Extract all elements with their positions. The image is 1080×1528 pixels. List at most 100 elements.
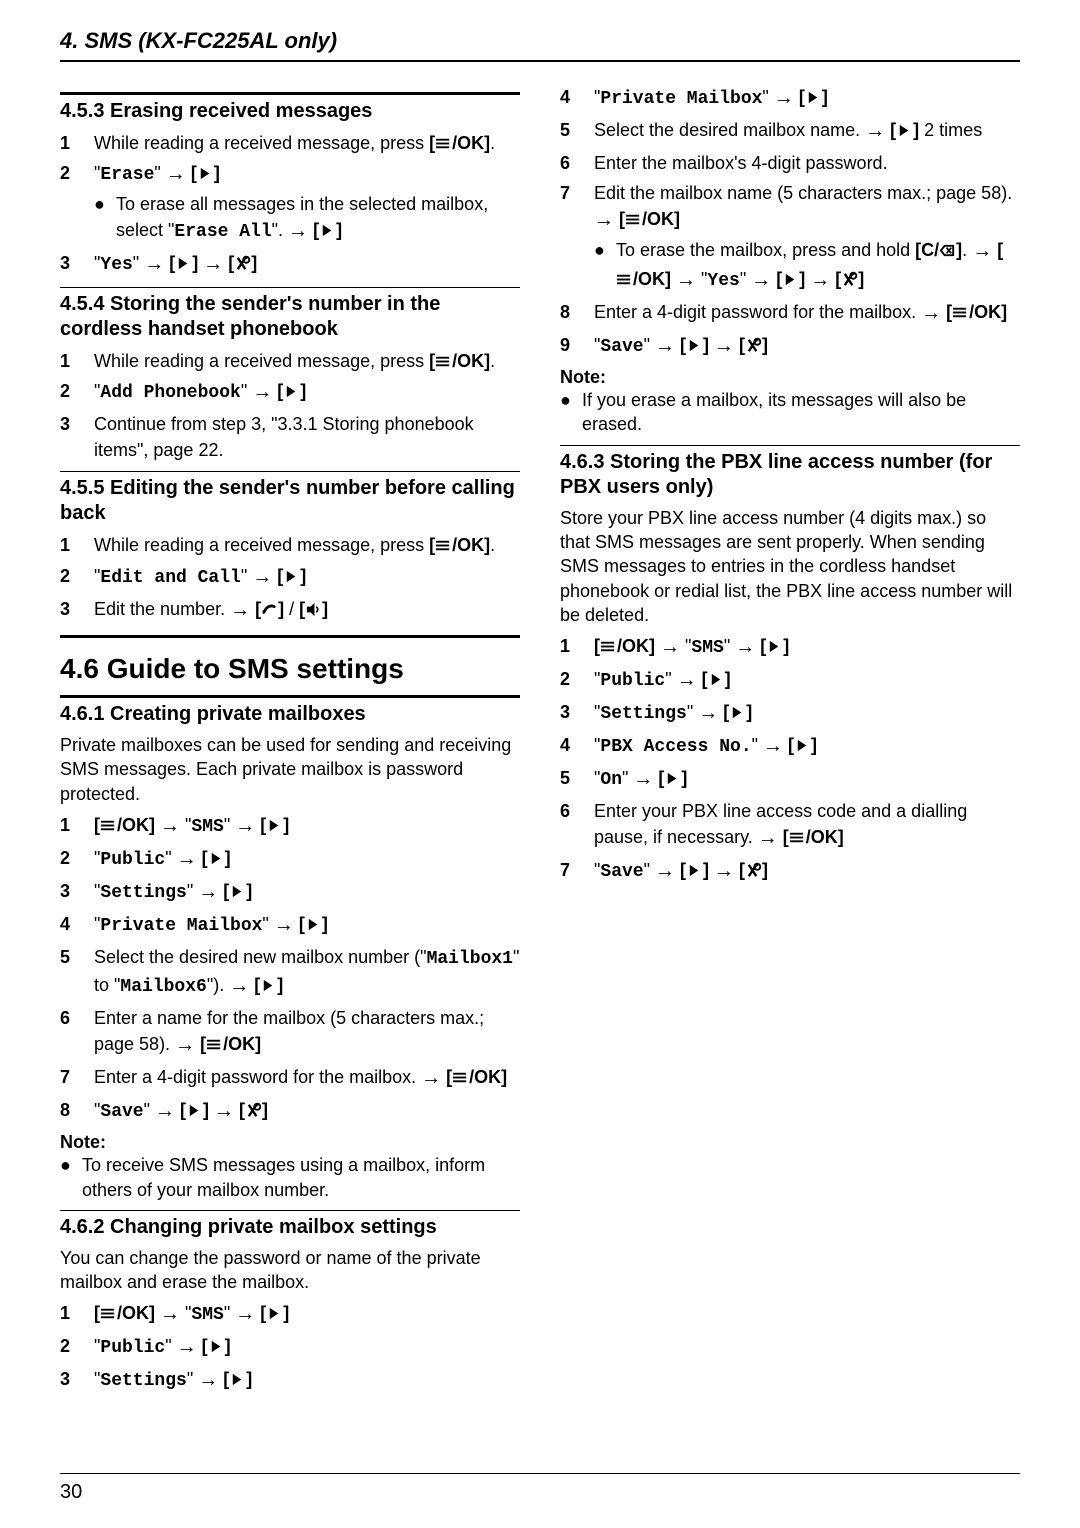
arrow-icon: →	[594, 209, 614, 231]
step: 1While reading a received message, press…	[60, 348, 520, 374]
note-label-462: Note:	[560, 367, 1020, 388]
right-icon	[782, 271, 799, 288]
off-icon	[841, 271, 858, 288]
right-button: []	[202, 848, 231, 868]
off-icon	[745, 337, 762, 354]
step: 7"Save" → [] → []	[560, 857, 1020, 886]
chapter-header: 4. SMS (KX-FC225AL only)	[60, 28, 1020, 54]
right-button: []	[169, 253, 198, 273]
arrow-icon: →	[252, 381, 272, 403]
right-button: []	[788, 735, 817, 755]
right-icon	[283, 568, 300, 585]
arrow-icon: →	[166, 163, 186, 185]
arrow-icon: →	[810, 269, 830, 291]
page-number: 30	[60, 1481, 82, 1504]
right-icon	[664, 770, 681, 787]
steps-462-cont: 4"Private Mailbox" → []5Select the desir…	[560, 84, 1020, 361]
arrow-icon: →	[252, 566, 272, 588]
speaker-icon	[305, 601, 322, 618]
off-icon	[234, 255, 251, 272]
right-icon	[686, 337, 703, 354]
arrow-icon: →	[763, 735, 783, 757]
step: 3Edit the number. → [] / []	[60, 596, 520, 625]
menu-icon	[616, 271, 633, 288]
right-button: []	[260, 815, 289, 835]
steps-463: 1[/OK] → "SMS" → []2"Public" → []3"Setti…	[560, 633, 1020, 886]
arrow-icon: →	[175, 1034, 195, 1056]
arrow-icon: →	[751, 269, 771, 291]
right-icon	[305, 916, 322, 933]
right-button: []	[890, 120, 919, 140]
menu-ok-button: [/OK]	[94, 815, 155, 835]
menu-icon	[625, 211, 642, 228]
step: 2"Erase" → []●To erase all messages in t…	[60, 160, 520, 246]
menu-icon	[100, 817, 117, 834]
right-icon	[197, 165, 214, 182]
heading-46: 4.6 Guide to SMS settings	[60, 652, 520, 686]
off-button: []	[835, 269, 864, 289]
speaker-button: []	[299, 599, 328, 619]
arrow-icon: →	[198, 881, 218, 903]
arrow-icon: →	[421, 1067, 441, 1089]
step: 7Edit the mailbox name (5 characters max…	[560, 180, 1020, 295]
sub-bullet: ●To erase the mailbox, press and hold [C…	[594, 237, 1020, 295]
step: 1While reading a received message, press…	[60, 532, 520, 558]
arrow-icon: →	[155, 1100, 175, 1122]
menu-ok-button: [/OK]	[946, 302, 1007, 322]
right-icon	[229, 883, 246, 900]
arrow-icon: →	[735, 636, 755, 658]
heading-455: 4.5.5 Editing the sender's number before…	[60, 476, 520, 526]
menu-ok-button: [/OK]	[619, 209, 680, 229]
intro-461: Private mailboxes can be used for sendin…	[60, 733, 520, 806]
arrow-icon: →	[274, 914, 294, 936]
steps-453: 1While reading a received message, press…	[60, 130, 520, 279]
right-icon	[266, 1305, 283, 1322]
steps-454: 1While reading a received message, press…	[60, 348, 520, 463]
header-rule	[60, 60, 1020, 62]
off-icon	[745, 862, 762, 879]
arrow-icon: →	[229, 975, 249, 997]
menu-icon	[435, 135, 452, 152]
step: 3"Settings" → []	[60, 878, 520, 907]
right-button: []	[313, 220, 342, 240]
arrow-icon: →	[203, 253, 223, 275]
heading-463: 4.6.3 Storing the PBX line access number…	[560, 450, 1020, 500]
arrow-icon: →	[714, 860, 734, 882]
arrow-icon: →	[677, 669, 697, 691]
right-icon	[766, 638, 783, 655]
right-button: []	[223, 1369, 252, 1389]
menu-ok-button: [/OK]	[429, 535, 490, 555]
menu-ok-button: [/OK]	[446, 1067, 507, 1087]
right-button: []	[180, 1100, 209, 1120]
step: 1[/OK] → "SMS" → []	[560, 633, 1020, 662]
step: 2"Public" → []	[60, 1333, 520, 1362]
right-button: []	[723, 702, 752, 722]
step: 3Continue from step 3, "3.3.1 Storing ph…	[60, 411, 520, 463]
arrow-icon: →	[235, 1303, 255, 1325]
step: 2"Add Phonebook" → []	[60, 378, 520, 407]
right-button: []	[760, 636, 789, 656]
step: 4"Private Mailbox" → []	[60, 911, 520, 940]
steps-461: 1[/OK] → "SMS" → []2"Public" → []3"Setti…	[60, 812, 520, 1126]
right-button: []	[658, 768, 687, 788]
heading-462: 4.6.2 Changing private mailbox settings	[60, 1215, 520, 1240]
off-button: []	[239, 1100, 268, 1120]
step: 8"Save" → [] → []	[60, 1097, 520, 1126]
arrow-icon: →	[676, 269, 696, 291]
menu-ok-button: [/OK]	[200, 1034, 261, 1054]
steps-462: 1[/OK] → "SMS" → []2"Public" → []3"Setti…	[60, 1300, 520, 1395]
right-icon	[229, 1371, 246, 1388]
right-button: []	[680, 335, 709, 355]
right-button: []	[277, 566, 306, 586]
arrow-icon: →	[198, 1369, 218, 1391]
heading-461: 4.6.1 Creating private mailboxes	[60, 702, 520, 727]
arrow-icon: →	[758, 827, 778, 849]
talk-button: []	[255, 599, 284, 619]
step: 6Enter the mailbox's 4-digit password.	[560, 150, 1020, 176]
right-icon	[186, 1102, 203, 1119]
right-icon	[175, 255, 192, 272]
off-button: []	[739, 335, 768, 355]
arrow-icon: →	[177, 1336, 197, 1358]
right-button: []	[277, 381, 306, 401]
step: 9"Save" → [] → []	[560, 332, 1020, 361]
